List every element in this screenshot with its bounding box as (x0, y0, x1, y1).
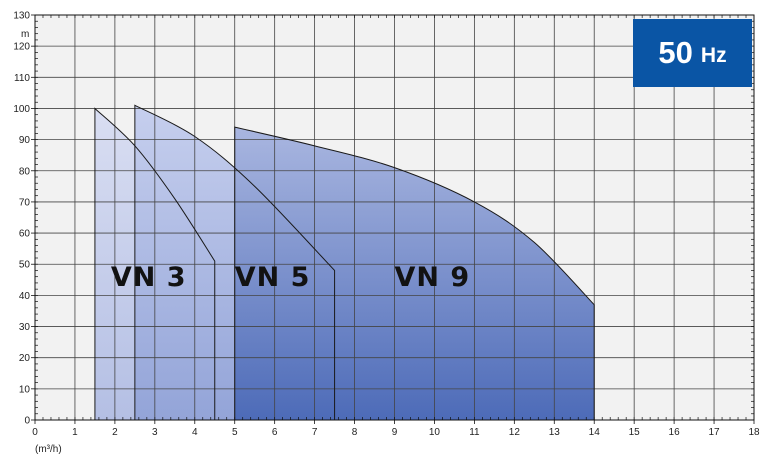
y-unit-label: m (21, 29, 29, 40)
x-tick-label: 10 (429, 427, 441, 438)
y-tick-label: 60 (19, 229, 31, 240)
y-axis-labels: 0 10 20 30 40 50 60 70 80 90 100 110 120 130 (13, 11, 30, 427)
y-tick-label: 0 (24, 416, 30, 427)
x-tick-label: 13 (549, 427, 561, 438)
y-tick-label: 10 (19, 384, 31, 395)
label-vn-5: VN 5 (235, 262, 311, 293)
curve-vn-3 (94, 107, 216, 420)
x-unit-label: (m³/h) (35, 444, 62, 455)
curve-outlines (94, 104, 595, 420)
x-tick-label: 6 (272, 427, 278, 438)
frequency-unit: Hz (700, 44, 727, 67)
label-vn-9: VN 9 (395, 262, 471, 293)
series-labels: VN 3 VN 5 VN 9 (111, 262, 471, 293)
x-tick-label: 0 (32, 427, 38, 438)
y-tick-label: 40 (19, 291, 31, 302)
y-tick-label: 90 (19, 135, 31, 146)
x-tick-label: 15 (629, 427, 641, 438)
x-tick-label: 7 (312, 427, 318, 438)
x-tick-label: 9 (392, 427, 398, 438)
x-tick-label: 11 (469, 427, 480, 438)
x-tick-label: 17 (708, 427, 720, 438)
x-tick-label: 16 (669, 427, 681, 438)
x-tick-label: 12 (509, 427, 521, 438)
curve-vn-5 (134, 104, 336, 420)
frequency-badge: 50 Hz (633, 19, 752, 87)
y-tick-label: 110 (14, 73, 30, 84)
x-tick-label: 4 (192, 427, 198, 438)
minor-ticks (31, 14, 755, 424)
y-tick-label: 30 (19, 322, 31, 333)
x-tick-label: 14 (589, 427, 601, 438)
x-tick-label: 3 (152, 427, 158, 438)
frequency-value: 50 (658, 35, 693, 70)
x-tick-label: 2 (112, 427, 118, 438)
y-tick-label: 50 (19, 260, 31, 271)
y-tick-label: 80 (19, 166, 31, 177)
y-tick-label: 20 (19, 353, 31, 364)
area-vn-9 (234, 127, 595, 421)
curve-vn-9 (234, 126, 595, 420)
x-axis-labels: 0 1 2 3 4 5 6 7 8 9 10 11 12 13 14 15 16 17 18 (32, 427, 760, 438)
y-tick-label: 100 (13, 104, 30, 115)
x-tick-label: 8 (352, 427, 358, 438)
y-tick-label: 70 (19, 197, 31, 208)
x-tick-label: 5 (232, 427, 238, 438)
y-tick-label: 130 (13, 11, 30, 22)
y-tick-label: 120 (13, 42, 30, 53)
x-tick-label: 1 (72, 427, 78, 438)
x-tick-label: 18 (748, 427, 760, 438)
label-vn-3: VN 3 (111, 262, 187, 293)
